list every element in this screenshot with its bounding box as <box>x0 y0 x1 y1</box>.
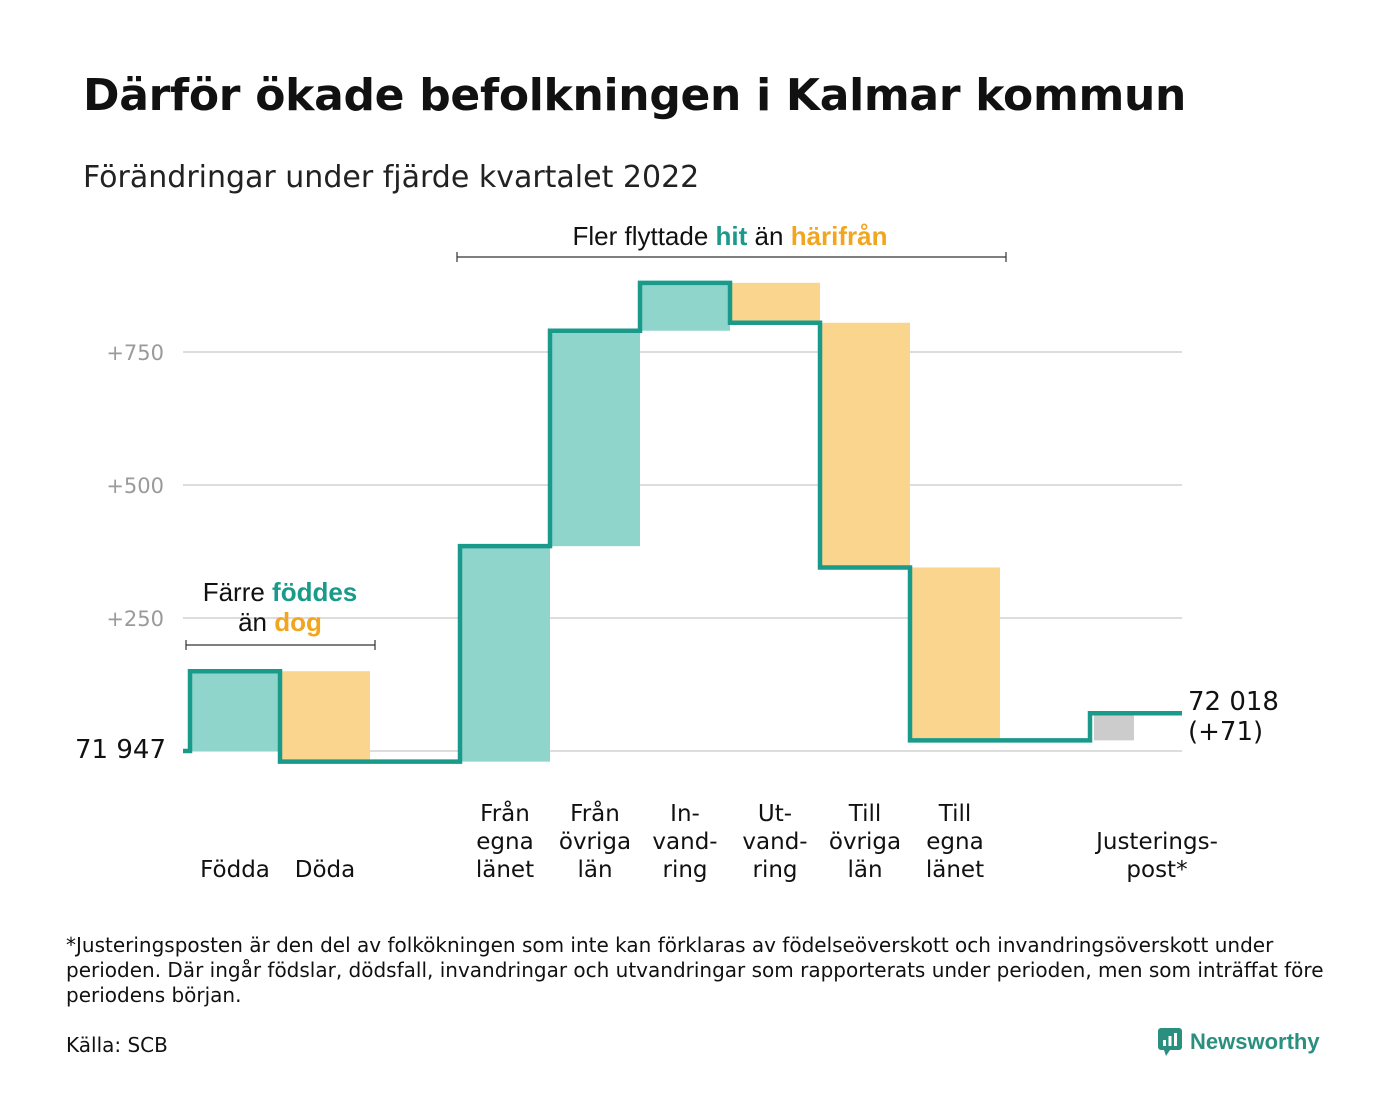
birth-bracket <box>185 640 376 650</box>
bar <box>1094 713 1134 741</box>
y-tick-label: +250 <box>106 607 164 631</box>
migration-annotation: Fler flyttade hit än härifrån <box>572 221 887 251</box>
brand-name: Newsworthy <box>1190 1029 1320 1054</box>
bar <box>730 282 820 323</box>
cumulative-step-line <box>183 280 1182 764</box>
brand-logo-group: Newsworthy <box>1158 1028 1320 1056</box>
source-label: Källa: SCB <box>66 1033 168 1057</box>
bar <box>910 567 1000 741</box>
category-label: län <box>577 857 612 883</box>
bar <box>550 330 640 547</box>
end-value-label: 72 018 <box>1188 687 1279 717</box>
bars <box>190 282 1134 762</box>
bar <box>280 671 370 762</box>
step-line <box>183 280 1182 764</box>
bar <box>640 282 730 331</box>
category-labels: Födda DödaFrånegnalänetFrånövrigalänIn-va… <box>200 799 1218 883</box>
end-change-label: (+71) <box>1188 717 1263 747</box>
waterfall-chart: +250+500+750 Födda DödaFrånegnalänetFrånö… <box>75 221 1279 883</box>
category-label: Döda <box>295 857 355 883</box>
category-label: egna <box>926 829 983 855</box>
footnote: *Justeringsposten är den del av folkökni… <box>66 933 1324 1007</box>
chart-subtitle: Förändringar under fjärde kvartalet 2022 <box>83 160 700 195</box>
baseline-label: 71 947 <box>75 735 166 765</box>
chart-title: Därför ökade befolkningen i Kalmar kommu… <box>83 70 1187 121</box>
category-label: Till <box>938 801 972 827</box>
category-label: länet <box>476 857 534 883</box>
bar <box>460 546 550 762</box>
y-tick-label: +750 <box>106 341 164 365</box>
category-label: vand- <box>652 829 717 855</box>
category-label: ring <box>752 857 797 883</box>
category-label: övriga <box>559 829 631 855</box>
category-label: Från <box>570 799 620 827</box>
category-label: länet <box>926 857 984 883</box>
bar <box>190 671 280 751</box>
category-label: övriga <box>829 829 901 855</box>
bar <box>820 322 910 568</box>
category-label: Ut- <box>758 801 792 827</box>
category-label: Justerings- <box>1094 829 1218 855</box>
category-label: Från <box>480 799 530 827</box>
birth-annotation-line1: Färre föddes <box>203 577 358 607</box>
migration-bracket <box>456 252 1007 262</box>
category-label: Födda <box>200 857 270 883</box>
newsworthy-logo-icon <box>1158 1028 1182 1056</box>
category-label: vand- <box>742 829 807 855</box>
category-label: ring <box>662 857 707 883</box>
birth-annotation-line2: än dog <box>238 607 322 637</box>
category-label: egna <box>476 829 533 855</box>
category-label: post* <box>1126 857 1187 883</box>
category-label: Till <box>848 801 882 827</box>
category-label: län <box>847 857 882 883</box>
category-label: In- <box>670 801 700 827</box>
y-tick-label: +500 <box>106 474 164 498</box>
